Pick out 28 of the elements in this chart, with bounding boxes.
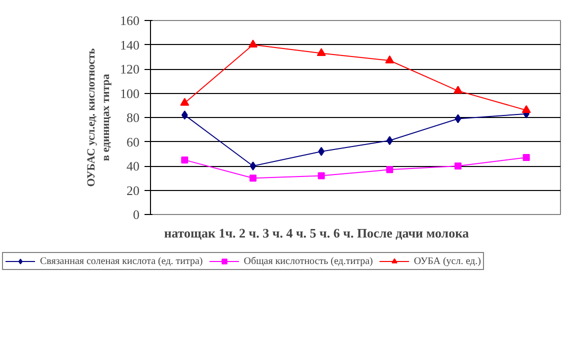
point bbox=[522, 105, 531, 114]
y-tick-label: 80 bbox=[126, 110, 140, 125]
y-tick-label: 160 bbox=[120, 13, 140, 28]
y-tick-label: 140 bbox=[120, 37, 140, 52]
point bbox=[318, 172, 325, 180]
point bbox=[250, 162, 256, 170]
point bbox=[316, 48, 326, 56]
point bbox=[454, 162, 462, 170]
legend-label: ОУБА (усл. ед.) bbox=[414, 255, 481, 267]
legend-label: Общая кислотность (ед.титра) bbox=[244, 255, 373, 267]
y-tick-label: 120 bbox=[120, 62, 140, 76]
y-axis-title: ОУБАС усл.ед. кислотность в единицах титра bbox=[86, 48, 112, 187]
x-axis-title: натощак 1ч. 2 ч. 3 ч. 4 ч. 5 ч. 6 ч. После дачи молока bbox=[164, 226, 470, 240]
y-tick-label: 20 bbox=[126, 182, 140, 198]
point bbox=[250, 174, 256, 182]
point bbox=[454, 86, 462, 94]
point bbox=[248, 40, 258, 48]
y-tick-label: 60 bbox=[126, 134, 140, 150]
y-tick-label: 0 bbox=[133, 207, 140, 222]
point bbox=[522, 154, 530, 162]
legend-label: Связанная соленая кислота (ед. титра) bbox=[40, 255, 203, 267]
y-tick-label: 40 bbox=[126, 158, 140, 174]
point bbox=[454, 114, 462, 124]
y-tick-label: 100 bbox=[120, 86, 140, 101]
point bbox=[181, 156, 188, 164]
point bbox=[385, 55, 394, 64]
point bbox=[180, 98, 190, 106]
point bbox=[386, 166, 394, 174]
